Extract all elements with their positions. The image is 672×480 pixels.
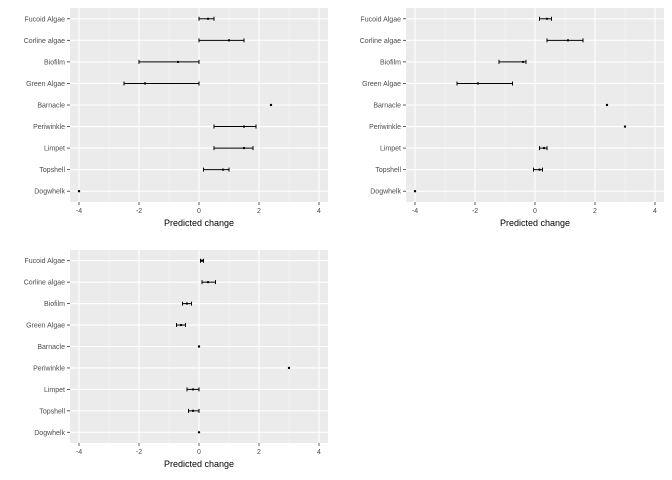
x-tick-label: -2	[136, 449, 142, 456]
data-point	[242, 146, 246, 150]
data-point	[200, 259, 204, 262]
data-point	[197, 345, 201, 348]
y-tick-label: Biofilm	[380, 59, 401, 66]
y-tick-label: Biofilm	[44, 301, 65, 308]
data-point	[242, 125, 246, 128]
y-tick-label: Periwinkle	[369, 124, 401, 131]
data-point	[269, 103, 273, 107]
chart-panel-3: Fucoid Algae Corline algae Biofilm Green Al…	[24, 250, 328, 469]
x-tick-label: 2	[257, 449, 261, 456]
y-tick-label: Green Algae	[26, 81, 65, 88]
data-point	[77, 190, 81, 193]
data-point	[185, 302, 189, 305]
data-point	[206, 17, 210, 20]
x-axis-title: Predicted change	[500, 218, 570, 228]
data-point	[197, 431, 201, 434]
x-tick-label: 2	[593, 208, 597, 215]
y-tick-label: Topshell	[375, 167, 401, 174]
x-tick-label: -4	[76, 208, 82, 215]
data-point	[521, 60, 525, 64]
data-point	[176, 60, 180, 64]
y-tick-label: Green Algae	[362, 81, 401, 88]
data-point	[227, 39, 231, 42]
y-tick-label: Fucoid Algae	[25, 16, 66, 23]
x-tick-label: 2	[257, 208, 261, 215]
data-point	[206, 280, 210, 284]
data-point	[476, 82, 480, 85]
y-tick-label: Corline algae	[360, 38, 401, 45]
data-point	[623, 125, 627, 128]
y-tick-label: Corline algae	[24, 280, 65, 287]
y-tick-label: Topshell	[39, 167, 65, 174]
x-tick-label: 0	[197, 208, 201, 215]
y-tick-label: Periwinkle	[33, 365, 65, 372]
y-tick-label: Biofilm	[44, 59, 65, 66]
x-tick-label: -2	[136, 208, 142, 215]
x-tick-label: 4	[653, 208, 657, 215]
x-tick-label: -2	[472, 208, 478, 215]
y-tick-label: Corline algae	[24, 38, 65, 45]
y-tick-label: Periwinkle	[33, 124, 65, 131]
data-point	[143, 82, 147, 85]
y-tick-label: Topshell	[39, 408, 65, 415]
x-tick-label: 0	[197, 449, 201, 456]
data-point	[191, 409, 195, 413]
y-tick-label: Green Algae	[26, 323, 65, 330]
y-tick-label: Barnacle	[373, 103, 401, 110]
x-tick-label: 4	[317, 208, 321, 215]
data-point	[287, 366, 291, 370]
x-tick-label: 4	[317, 449, 321, 456]
y-tick-label: Barnacle	[37, 344, 65, 351]
data-point	[191, 388, 195, 391]
y-tick-label: Limpet	[44, 146, 65, 153]
y-tick-label: Barnacle	[37, 103, 65, 110]
data-point	[413, 190, 417, 193]
y-tick-label: Limpet	[44, 387, 65, 394]
data-point	[545, 17, 549, 20]
x-axis-title: Predicted change	[164, 459, 234, 469]
x-tick-label: -4	[76, 449, 82, 456]
x-axis-title: Predicted change	[164, 218, 234, 228]
data-point	[542, 146, 546, 150]
data-point	[538, 168, 541, 171]
data-point	[221, 168, 225, 171]
data-point	[179, 323, 183, 327]
y-tick-label: Fucoid Algae	[361, 16, 402, 23]
x-tick-label: 0	[533, 208, 537, 215]
y-tick-label: Dogwhelk	[370, 189, 401, 196]
chart-panel-2: Fucoid Algae Corline algae Biofilm Green Al…	[360, 8, 664, 228]
y-tick-label: Limpet	[380, 146, 401, 153]
y-tick-label: Fucoid Algae	[25, 258, 66, 265]
data-point	[605, 103, 609, 107]
y-tick-label: Dogwhelk	[34, 430, 65, 437]
chart-panel-1: Fucoid Algae Corline algae Biofilm Green Al…	[24, 8, 328, 228]
y-tick-label: Dogwhelk	[34, 189, 65, 196]
x-tick-label: -4	[412, 208, 418, 215]
data-point	[566, 39, 570, 42]
